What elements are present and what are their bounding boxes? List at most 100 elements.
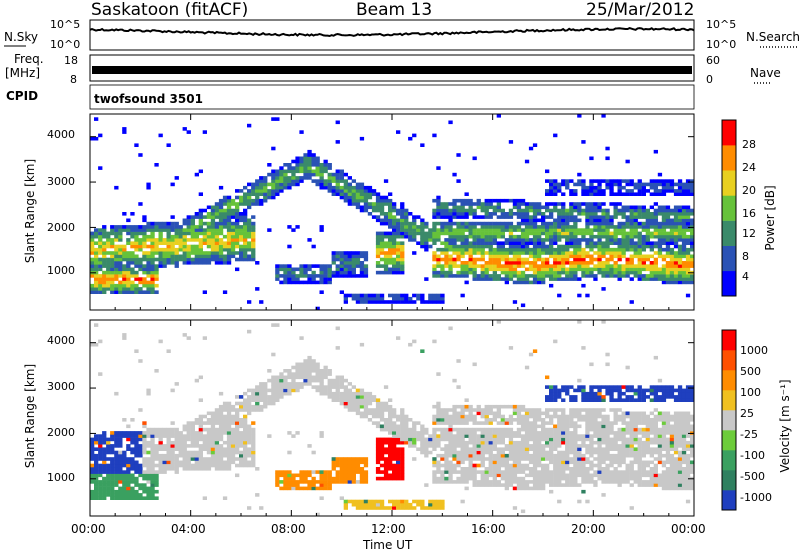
velocity-cell xyxy=(400,421,405,425)
velocity-cell xyxy=(150,460,155,465)
velocity-cell xyxy=(255,401,260,406)
noise-left-tick-top: 10^5 xyxy=(50,18,81,31)
power-cell xyxy=(549,215,554,219)
velocity-cell xyxy=(90,453,95,458)
power-cell xyxy=(492,274,497,278)
power-cell xyxy=(637,185,642,190)
velocity-cell xyxy=(122,496,127,500)
velocity-cell xyxy=(347,476,352,481)
velocity-cell xyxy=(432,470,437,474)
velocity-cell xyxy=(545,480,550,484)
power-cell xyxy=(379,218,385,223)
velocity-cell xyxy=(118,457,123,461)
power-cell xyxy=(432,231,437,236)
power-cell xyxy=(492,212,497,216)
velocity-cell xyxy=(524,444,530,448)
velocity-cell xyxy=(355,391,361,396)
power-cell xyxy=(589,231,594,236)
power-cell xyxy=(114,244,119,249)
velocity-cell xyxy=(118,496,123,500)
velocity-cell xyxy=(388,440,393,445)
power-cell xyxy=(665,270,671,275)
velocity-cell xyxy=(235,450,240,455)
velocity-cell xyxy=(291,378,296,383)
velocity-cell xyxy=(122,470,127,474)
velocity-cell xyxy=(492,476,497,481)
power-cb-tick: 24 xyxy=(742,161,756,174)
power-cell xyxy=(323,169,328,174)
power-cell xyxy=(291,277,296,281)
velocity-cell xyxy=(174,453,179,458)
velocity-cell xyxy=(102,434,107,438)
power-cell xyxy=(440,215,445,219)
velocity-cell xyxy=(218,411,224,416)
power-cell xyxy=(617,238,622,242)
power-cell xyxy=(585,189,590,193)
power-cell xyxy=(605,274,610,278)
power-cell xyxy=(589,205,594,210)
power-cell xyxy=(669,234,675,239)
power-cell xyxy=(239,212,244,216)
velocity-cell xyxy=(557,431,562,435)
velocity-cell xyxy=(520,444,526,448)
power-cell xyxy=(537,212,542,216)
power-cb-tick: 20 xyxy=(742,184,756,197)
power-cell xyxy=(202,261,207,265)
power-cell xyxy=(388,205,393,210)
power-cell xyxy=(255,179,260,183)
velocity-cell xyxy=(118,467,123,471)
power-cell xyxy=(532,218,538,223)
power-cell xyxy=(102,231,107,236)
velocity-cell xyxy=(363,499,369,504)
power-cell xyxy=(589,274,594,278)
velocity-cell xyxy=(388,476,393,481)
velocity-cell xyxy=(323,372,328,376)
power-cell xyxy=(472,208,477,213)
power-cell xyxy=(476,241,481,245)
power-cell xyxy=(383,212,389,216)
power-cell xyxy=(476,215,481,219)
velocity-cell xyxy=(524,483,530,487)
power-cell xyxy=(661,247,667,252)
power-cell xyxy=(545,238,550,242)
power-cell xyxy=(343,257,348,262)
velocity-cell xyxy=(496,437,501,442)
velocity-cell xyxy=(472,463,477,468)
velocity-cell xyxy=(138,463,143,468)
velocity-cell xyxy=(307,473,312,478)
velocity-cell xyxy=(178,444,183,448)
power-cell xyxy=(146,182,151,187)
power-cell xyxy=(677,231,683,236)
power-cell xyxy=(569,274,574,278)
power-cell xyxy=(363,192,369,196)
velocity-cell xyxy=(247,408,252,412)
power-cell xyxy=(347,192,352,196)
power-cell xyxy=(661,212,667,216)
power-cell xyxy=(243,241,248,245)
power-cell xyxy=(279,264,284,268)
velocity-cell xyxy=(154,444,159,448)
power-cell xyxy=(404,231,409,236)
velocity-cell xyxy=(146,493,151,497)
velocity-cell xyxy=(359,398,365,402)
velocity-cell xyxy=(210,453,216,458)
velocity-cell xyxy=(134,434,139,438)
power-cell xyxy=(557,182,562,187)
power-cell xyxy=(625,215,630,219)
power-cell xyxy=(528,251,534,255)
power-cell xyxy=(541,251,546,255)
power-cell xyxy=(355,251,361,255)
power-cell xyxy=(637,241,642,245)
power-cell xyxy=(218,225,224,229)
velocity-cell xyxy=(420,349,425,353)
velocity-cell xyxy=(420,499,425,504)
power-cell xyxy=(637,267,642,272)
velocity-cell xyxy=(355,404,361,409)
velocity-cell xyxy=(319,470,324,474)
velocity-cell xyxy=(553,398,558,402)
power-cell xyxy=(392,231,397,236)
velocity-cell xyxy=(198,463,203,468)
power-cell xyxy=(287,185,292,190)
velocity-cell xyxy=(396,450,401,455)
velocity-cell xyxy=(504,431,509,435)
